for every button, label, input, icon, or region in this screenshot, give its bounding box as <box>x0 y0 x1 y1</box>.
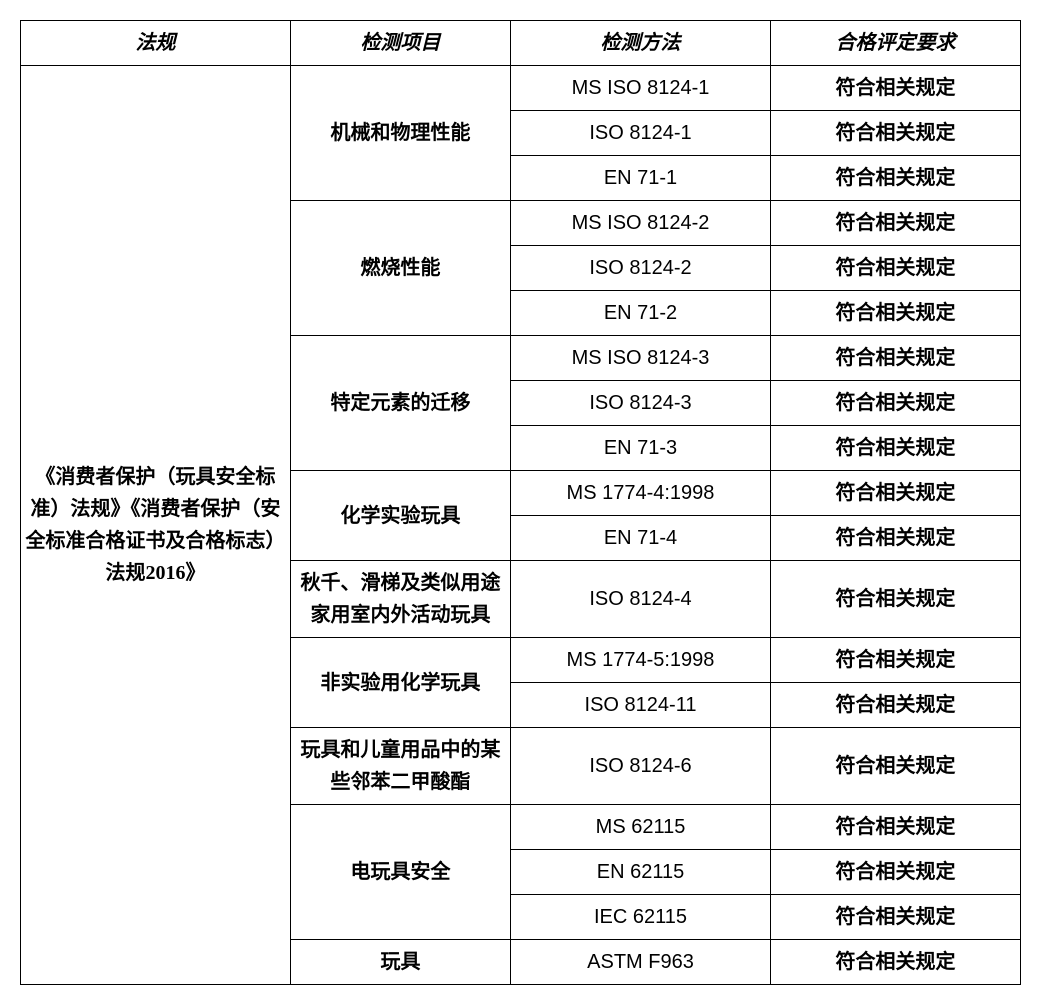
test-item-cell: 化学实验玩具 <box>291 471 511 561</box>
test-method-cell: MS ISO 8124-2 <box>511 201 771 246</box>
test-method-cell: MS 62115 <box>511 805 771 850</box>
col-header-item: 检测项目 <box>291 21 511 66</box>
test-method-cell: ISO 8124-3 <box>511 381 771 426</box>
test-item-cell: 燃烧性能 <box>291 201 511 336</box>
requirement-cell: 符合相关规定 <box>771 291 1021 336</box>
test-method-cell: MS 1774-4:1998 <box>511 471 771 516</box>
requirement-cell: 符合相关规定 <box>771 728 1021 805</box>
regulation-cell: 《消费者保护（玩具安全标准）法规》《消费者保护（安全标准合格证书及合格标志）法规… <box>21 66 291 985</box>
test-item-cell: 特定元素的迁移 <box>291 336 511 471</box>
table-body: 《消费者保护（玩具安全标准）法规》《消费者保护（安全标准合格证书及合格标志）法规… <box>21 66 1021 985</box>
test-method-cell: EN 71-2 <box>511 291 771 336</box>
requirement-cell: 符合相关规定 <box>771 516 1021 561</box>
requirement-cell: 符合相关规定 <box>771 336 1021 381</box>
test-method-cell: IEC 62115 <box>511 895 771 940</box>
table-row: 《消费者保护（玩具安全标准）法规》《消费者保护（安全标准合格证书及合格标志）法规… <box>21 66 1021 111</box>
test-method-cell: ASTM F963 <box>511 940 771 985</box>
test-method-cell: EN 71-4 <box>511 516 771 561</box>
test-item-cell: 玩具和儿童用品中的某些邻苯二甲酸酯 <box>291 728 511 805</box>
requirement-cell: 符合相关规定 <box>771 246 1021 291</box>
requirement-cell: 符合相关规定 <box>771 111 1021 156</box>
requirement-cell: 符合相关规定 <box>771 66 1021 111</box>
test-item-cell: 秋千、滑梯及类似用途家用室内外活动玩具 <box>291 561 511 638</box>
test-method-cell: EN 62115 <box>511 850 771 895</box>
requirement-cell: 符合相关规定 <box>771 683 1021 728</box>
col-header-method: 检测方法 <box>511 21 771 66</box>
requirement-cell: 符合相关规定 <box>771 850 1021 895</box>
test-method-cell: MS 1774-5:1998 <box>511 638 771 683</box>
test-method-cell: ISO 8124-1 <box>511 111 771 156</box>
requirement-cell: 符合相关规定 <box>771 156 1021 201</box>
col-header-req: 合格评定要求 <box>771 21 1021 66</box>
requirement-cell: 符合相关规定 <box>771 471 1021 516</box>
test-item-cell: 玩具 <box>291 940 511 985</box>
test-method-cell: MS ISO 8124-3 <box>511 336 771 381</box>
requirement-cell: 符合相关规定 <box>771 895 1021 940</box>
test-item-cell: 电玩具安全 <box>291 805 511 940</box>
test-item-cell: 机械和物理性能 <box>291 66 511 201</box>
requirement-cell: 符合相关规定 <box>771 805 1021 850</box>
requirement-cell: 符合相关规定 <box>771 561 1021 638</box>
col-header-regulation: 法规 <box>21 21 291 66</box>
test-method-cell: ISO 8124-11 <box>511 683 771 728</box>
test-method-cell: ISO 8124-6 <box>511 728 771 805</box>
requirement-cell: 符合相关规定 <box>771 940 1021 985</box>
test-method-cell: ISO 8124-2 <box>511 246 771 291</box>
test-method-cell: ISO 8124-4 <box>511 561 771 638</box>
requirement-cell: 符合相关规定 <box>771 638 1021 683</box>
header-row: 法规 检测项目 检测方法 合格评定要求 <box>21 21 1021 66</box>
test-method-cell: EN 71-3 <box>511 426 771 471</box>
test-method-cell: MS ISO 8124-1 <box>511 66 771 111</box>
requirement-cell: 符合相关规定 <box>771 381 1021 426</box>
standards-table: 法规 检测项目 检测方法 合格评定要求 《消费者保护（玩具安全标准）法规》《消费… <box>20 20 1021 985</box>
requirement-cell: 符合相关规定 <box>771 426 1021 471</box>
test-method-cell: EN 71-1 <box>511 156 771 201</box>
requirement-cell: 符合相关规定 <box>771 201 1021 246</box>
test-item-cell: 非实验用化学玩具 <box>291 638 511 728</box>
